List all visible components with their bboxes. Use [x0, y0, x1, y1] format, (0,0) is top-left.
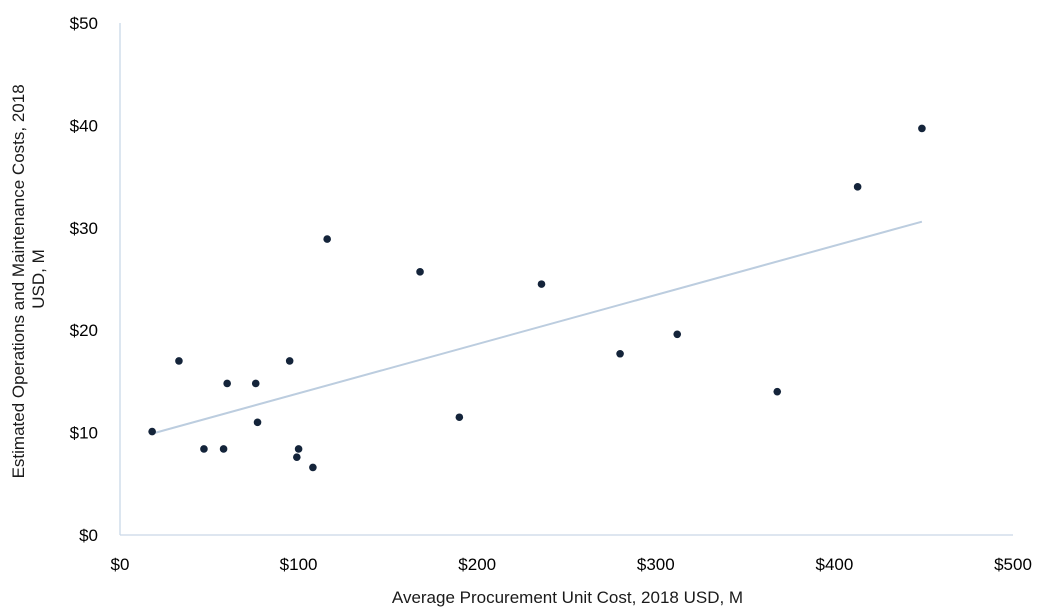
data-point: [223, 379, 231, 388]
data-point: [251, 379, 260, 388]
data-point: [294, 445, 303, 453]
x-tick-label: $0: [111, 555, 130, 574]
data-point: [853, 183, 862, 191]
y-axis-label-line-1: Estimated Operations and Maintenance Cos…: [9, 84, 28, 478]
data-point: [253, 418, 262, 427]
data-point: [219, 445, 228, 453]
x-tick-label: $200: [458, 555, 496, 574]
y-tick-label: $50: [70, 14, 98, 33]
data-points: [148, 124, 926, 472]
y-tick-label: $10: [70, 424, 98, 443]
x-tick-labels: $0 $100 $200 $300 $400 $500: [111, 555, 1032, 574]
x-tick-label: $300: [637, 555, 675, 574]
y-axis-label: Estimated Operations and Maintenance Cos…: [9, 80, 48, 479]
x-tick-label: $500: [994, 555, 1032, 574]
data-point: [616, 349, 624, 358]
data-point: [293, 453, 301, 461]
y-tick-label: $30: [70, 219, 98, 238]
trendline-group: [151, 220, 923, 435]
data-point: [175, 357, 183, 365]
data-point: [537, 280, 546, 288]
trendline: [151, 220, 923, 435]
axes: [119, 23, 1013, 536]
data-point: [773, 387, 782, 396]
data-point: [323, 235, 331, 243]
y-tick-label: $0: [79, 526, 98, 545]
data-point: [309, 463, 317, 472]
y-tick-label: $20: [70, 321, 98, 340]
x-tick-label: $100: [280, 555, 318, 574]
data-point: [148, 427, 156, 436]
y-axis-label-line-2: USD, M: [29, 249, 48, 309]
x-tick-label: $400: [815, 555, 853, 574]
data-point: [416, 268, 424, 276]
data-point: [673, 330, 682, 339]
x-axis-label: Average Procurement Unit Cost, 2018 USD,…: [392, 588, 743, 607]
y-tick-label: $40: [70, 116, 98, 135]
data-point: [285, 357, 294, 365]
y-tick-labels: $0 $10 $20 $30 $40 $50: [70, 14, 98, 545]
data-point: [918, 124, 926, 133]
data-point: [455, 413, 464, 422]
data-point: [200, 445, 208, 453]
